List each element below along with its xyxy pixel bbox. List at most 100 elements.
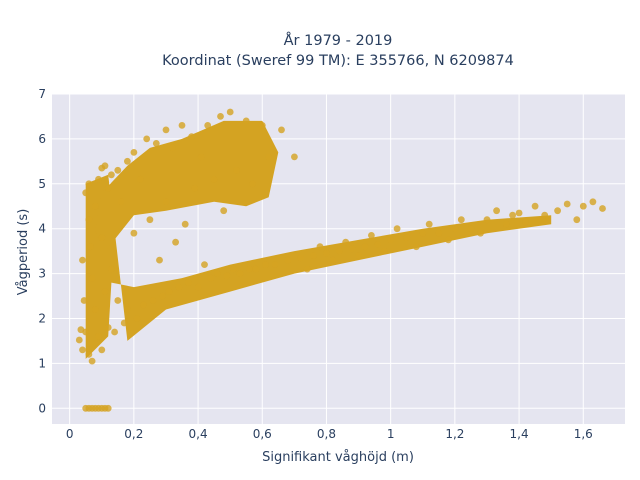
data-point (82, 328, 90, 336)
data-point (249, 180, 256, 188)
data-point (477, 229, 484, 237)
data-point (75, 336, 83, 344)
data-point (188, 133, 196, 141)
data-point (159, 292, 167, 300)
data-point (361, 243, 369, 251)
y-tick-label: 7 (38, 87, 46, 101)
data-point (194, 283, 202, 291)
data-point (95, 175, 102, 183)
data-point (152, 140, 160, 147)
data-point (165, 288, 173, 295)
data-point (172, 238, 180, 246)
data-point (393, 225, 401, 233)
data-point (124, 306, 131, 313)
data-point (108, 265, 115, 273)
data-point (403, 234, 411, 242)
y-tick-label: 0 (38, 401, 46, 415)
data-point (88, 357, 96, 365)
data-point (191, 184, 199, 192)
scatter-cluster-upper (95, 120, 279, 256)
data-point (387, 236, 395, 244)
data-point (175, 283, 183, 291)
data-point (101, 162, 109, 170)
data-point (502, 220, 510, 228)
data-point (98, 234, 106, 242)
data-point (91, 306, 99, 313)
data-point (178, 122, 186, 129)
data-point (412, 243, 420, 251)
data-point (220, 207, 228, 215)
data-point (599, 205, 606, 212)
data-point (181, 220, 189, 228)
x-tick-label: 0 (66, 427, 74, 441)
data-point (79, 346, 86, 354)
data-point (95, 333, 102, 340)
x-tick-label: 1,4 (510, 427, 529, 441)
data-point (316, 243, 324, 251)
data-point (197, 153, 205, 161)
chart-title-line-1: År 1979 - 2019 (284, 32, 393, 49)
data-point (114, 297, 122, 304)
data-point (130, 229, 138, 237)
y-tick-label: 4 (38, 222, 46, 236)
data-point (230, 265, 237, 273)
data-point (252, 265, 260, 273)
data-point (579, 202, 587, 210)
data-point (323, 250, 330, 257)
data-point (271, 261, 279, 268)
data-point (104, 404, 112, 412)
data-point (210, 175, 218, 183)
data-point (457, 216, 465, 224)
data-point (201, 261, 208, 268)
data-point (297, 254, 305, 262)
data-point (133, 315, 141, 322)
data-point (522, 218, 529, 226)
data-point (111, 328, 118, 336)
data-point (483, 216, 491, 224)
data-point (355, 252, 362, 259)
data-point (213, 270, 221, 277)
data-point (348, 245, 356, 253)
y-axis-title: Vågperiod (s) (16, 209, 31, 296)
data-point (419, 229, 427, 237)
x-axis-title: Signifikant våghöjd (m) (262, 450, 414, 465)
data-point (149, 297, 157, 304)
data-point (88, 274, 96, 282)
scatter-density-layer (85, 120, 552, 359)
data-point (278, 126, 285, 134)
data-point (246, 265, 253, 273)
x-tick-label: 0,6 (253, 427, 272, 441)
data-point (120, 319, 128, 327)
data-point (104, 184, 112, 192)
data-point (451, 225, 459, 233)
data-point (169, 144, 176, 152)
data-point (258, 122, 266, 129)
chart-title-line-2: Koordinat (Sweref 99 TM): E 355766, N 62… (162, 53, 514, 69)
data-point (204, 122, 212, 129)
x-tick-label: 1 (387, 427, 395, 441)
data-point (108, 171, 115, 179)
data-point (98, 346, 106, 354)
data-point (380, 247, 388, 255)
data-point (589, 198, 597, 206)
data-point (368, 232, 375, 239)
data-point (124, 157, 131, 165)
data-point (162, 126, 170, 134)
y-tick-label: 3 (38, 267, 46, 281)
data-point (509, 211, 516, 219)
data-point (85, 351, 93, 358)
data-point (284, 256, 292, 264)
data-point (310, 252, 317, 259)
data-point (91, 202, 99, 210)
y-tick-label: 1 (38, 356, 46, 370)
y-tick-label: 6 (38, 132, 46, 146)
data-point (101, 288, 109, 295)
data-point (335, 247, 343, 255)
data-point (146, 216, 154, 224)
data-point (226, 108, 234, 116)
data-point (554, 207, 561, 215)
data-point (114, 166, 122, 174)
data-point (265, 153, 273, 161)
